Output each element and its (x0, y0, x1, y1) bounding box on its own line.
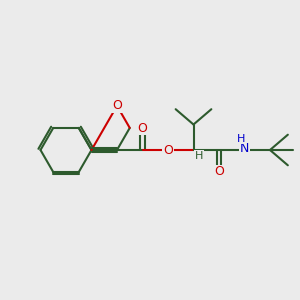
Text: H: H (236, 134, 245, 144)
Text: O: O (163, 143, 173, 157)
Text: H: H (195, 151, 203, 161)
Text: N: N (240, 142, 249, 155)
Text: O: O (138, 122, 147, 135)
Text: O: O (112, 99, 122, 112)
Text: O: O (214, 165, 224, 178)
